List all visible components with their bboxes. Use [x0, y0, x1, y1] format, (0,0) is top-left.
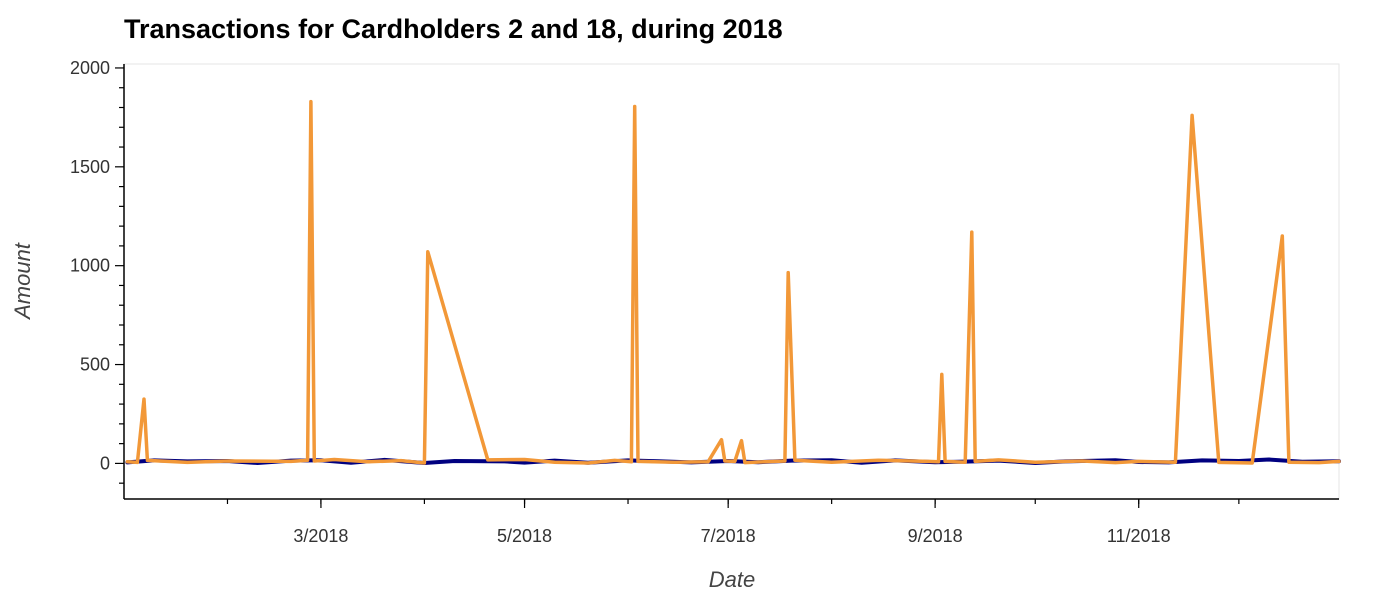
y-tick-label: 0: [100, 453, 110, 473]
x-tick-label: 11/2018: [1107, 526, 1171, 546]
x-axis: 3/2018 5/2018 7/2018 9/2018 11/2018: [124, 498, 1339, 546]
y-axis: 0 500 1000 1500 2000: [70, 58, 125, 499]
y-tick-label: 1000: [70, 256, 110, 276]
chart-title: Transactions for Cardholders 2 and 18, d…: [124, 14, 783, 44]
series-line-2: [125, 99, 1341, 465]
x-tick-label: 5/2018: [497, 526, 552, 546]
y-tick-label: 500: [80, 355, 110, 375]
x-tick-label: 3/2018: [293, 526, 348, 546]
y-axis-label: Amount: [10, 242, 35, 321]
x-tick-label: 7/2018: [701, 526, 756, 546]
x-axis-label: Date: [709, 567, 755, 592]
y-tick-label: 1500: [70, 157, 110, 177]
y-tick-label: 2000: [70, 58, 110, 78]
series-layer: [125, 99, 1341, 465]
x-tick-label: 9/2018: [908, 526, 963, 546]
